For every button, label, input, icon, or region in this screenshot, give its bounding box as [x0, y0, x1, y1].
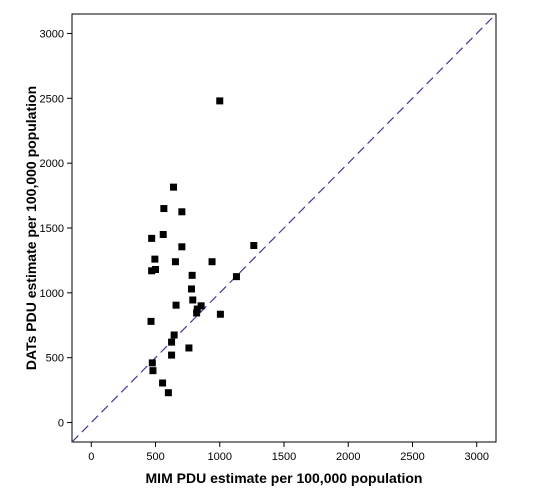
x-tick-label: 2500: [400, 451, 424, 463]
x-tick-label: 3000: [464, 451, 488, 463]
data-point: [148, 359, 156, 367]
data-point: [178, 208, 186, 216]
data-point: [164, 389, 172, 397]
data-point: [193, 305, 201, 313]
data-point: [160, 205, 168, 213]
data-point: [151, 255, 159, 263]
data-point: [149, 367, 157, 375]
data-points: [147, 97, 258, 397]
data-point: [232, 273, 240, 281]
data-point: [171, 258, 179, 266]
data-point: [216, 310, 224, 318]
data-point: [216, 97, 224, 105]
data-point: [170, 183, 178, 191]
y-tick-label: 1000: [40, 288, 64, 300]
data-point: [187, 285, 195, 293]
y-tick-label: 1500: [40, 223, 64, 235]
data-point: [168, 351, 176, 359]
y-axis-title: DATs PDU estimate per 100,000 population: [23, 86, 39, 370]
x-tick-label: 2000: [336, 451, 360, 463]
x-axis-title: MIM PDU estimate per 100,000 population: [146, 470, 423, 486]
data-point: [185, 344, 193, 352]
data-point: [170, 331, 178, 339]
data-point: [168, 338, 176, 346]
y-tick-label: 2500: [40, 93, 64, 105]
y-tick-label: 2000: [40, 158, 64, 170]
data-point: [250, 242, 258, 250]
data-point: [148, 267, 156, 275]
data-point: [193, 309, 201, 317]
data-point: [152, 266, 160, 274]
reference-line: [71, 13, 497, 443]
reference-line-layer: [71, 13, 497, 443]
x-axis: 0 500 1000 1500 2000 2500 3000: [88, 442, 489, 463]
x-tick-label: 500: [146, 451, 164, 463]
data-point: [159, 230, 167, 238]
x-tick-label: 1000: [208, 451, 232, 463]
data-point: [178, 243, 186, 251]
data-point: [188, 271, 196, 279]
y-axis: 0 500 1000 1500 2000 2500 3000: [40, 28, 72, 430]
data-point: [147, 317, 155, 325]
data-point: [197, 302, 205, 310]
x-tick-label: 1500: [272, 451, 296, 463]
y-tick-label: 3000: [40, 28, 64, 40]
x-tick-label: 0: [88, 451, 94, 463]
data-point: [159, 379, 167, 387]
data-point: [148, 234, 156, 242]
data-point: [172, 301, 180, 309]
y-tick-label: 500: [46, 353, 64, 365]
y-tick-label: 0: [58, 418, 64, 430]
data-point: [189, 296, 197, 304]
data-point: [208, 258, 216, 266]
